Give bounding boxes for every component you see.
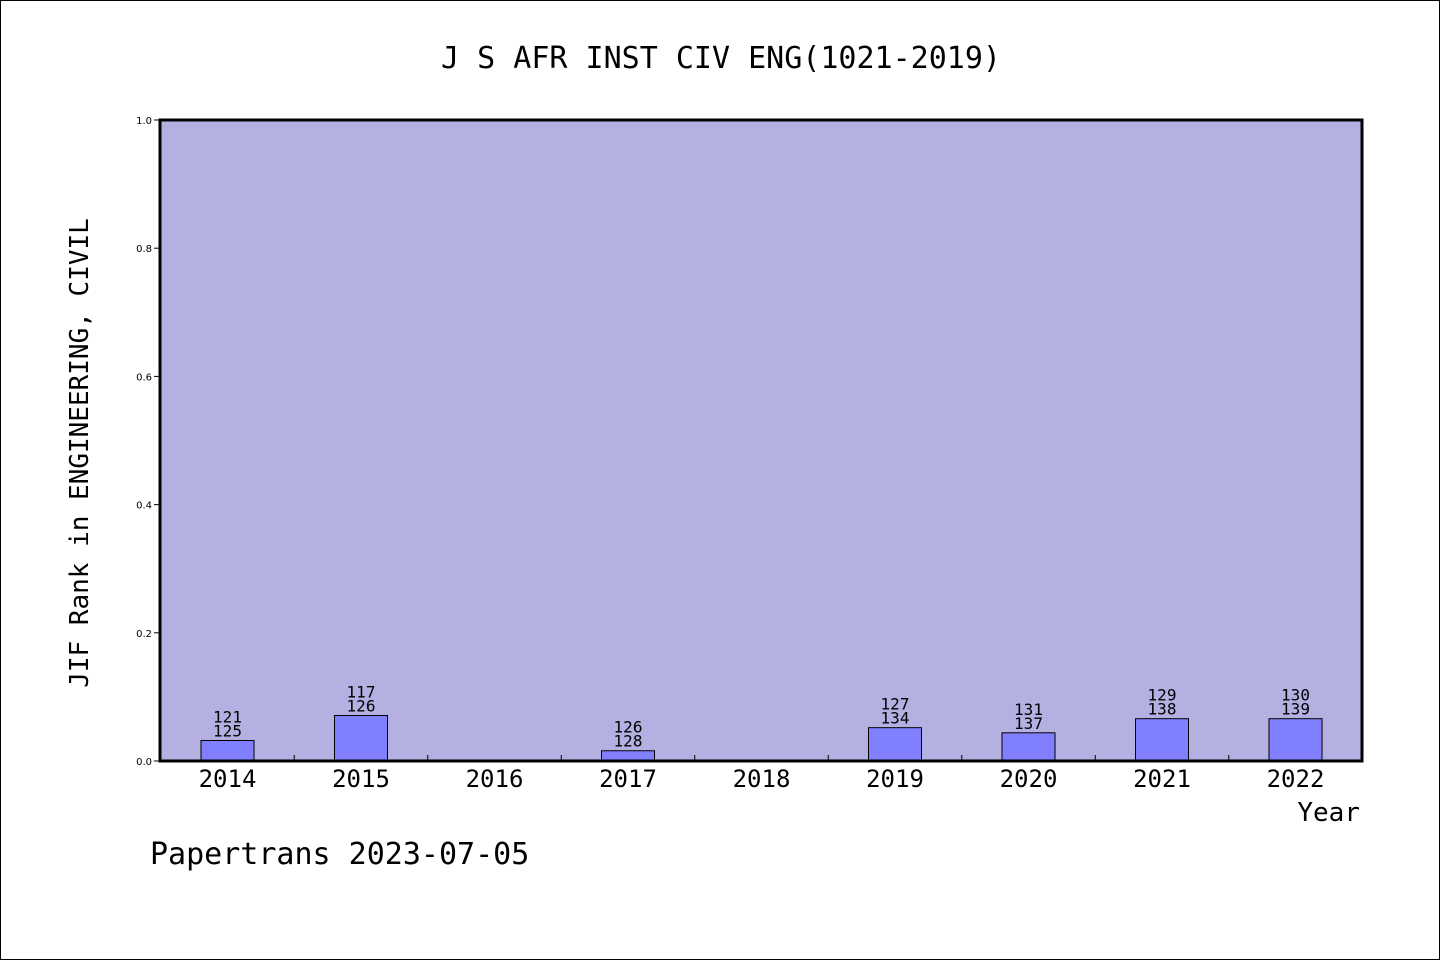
y-tick-label: 1.0 xyxy=(136,116,152,127)
bar-total-label: 125 xyxy=(213,721,242,740)
x-axis-label: Year xyxy=(1297,798,1360,828)
bar-rank-label: 121 xyxy=(213,707,242,726)
bar xyxy=(200,739,255,762)
bar xyxy=(1001,732,1056,762)
y-axis-label: JIF Rank in ENGINEERING, CIVIL xyxy=(65,218,95,688)
ticks-layer: 0.0 0.2 0.4 0.6 0.8 1.0 2014 2015 2016 2017 2018 20… xyxy=(136,116,1324,793)
y-tick-label: 0.6 xyxy=(136,372,152,383)
bar-rank-label: 129 xyxy=(1148,686,1177,705)
bar-total-label: 126 xyxy=(347,696,376,715)
bar xyxy=(334,714,388,762)
bar xyxy=(601,750,655,762)
bar-rank-label: 130 xyxy=(1281,686,1310,705)
x-tick-label: 2021 xyxy=(1133,765,1191,793)
bar-rank-label: 126 xyxy=(614,718,643,737)
bar-total-label: 134 xyxy=(881,709,910,728)
bars-layer xyxy=(200,714,1323,762)
x-tick-label: 2014 xyxy=(199,765,257,793)
footer-credit: Papertrans 2023-07-05 xyxy=(150,837,529,872)
bar xyxy=(868,727,922,762)
x-tick-label: 2017 xyxy=(599,765,657,793)
bar-rank-label: 127 xyxy=(881,695,910,714)
bar xyxy=(1268,718,1323,762)
x-tick-label: 2016 xyxy=(466,765,524,793)
bar-total-label: 137 xyxy=(1014,714,1043,733)
x-tick-label: 2018 xyxy=(733,765,791,793)
bar-total-label: 139 xyxy=(1281,700,1310,719)
bar-total-label: 128 xyxy=(614,732,643,751)
plot-area xyxy=(160,120,1362,761)
bar-rank-label: 131 xyxy=(1014,700,1043,719)
x-tick-label: 2015 xyxy=(332,765,390,793)
bar-rank-label: 117 xyxy=(347,682,376,701)
bar-total-label: 138 xyxy=(1148,700,1177,719)
y-tick-label: 0.2 xyxy=(136,629,152,640)
x-tick-label: 2022 xyxy=(1267,765,1325,793)
y-tick-label: 0.0 xyxy=(136,757,152,768)
chart-title: J S AFR INST CIV ENG(1021-2019) xyxy=(441,41,1001,76)
x-tick-label: 2019 xyxy=(866,765,924,793)
bar xyxy=(1135,718,1189,762)
x-tick-label: 2020 xyxy=(1000,765,1058,793)
y-tick-label: 0.8 xyxy=(136,244,152,255)
y-tick-label: 0.4 xyxy=(136,501,152,512)
plot-frame xyxy=(158,118,1364,763)
